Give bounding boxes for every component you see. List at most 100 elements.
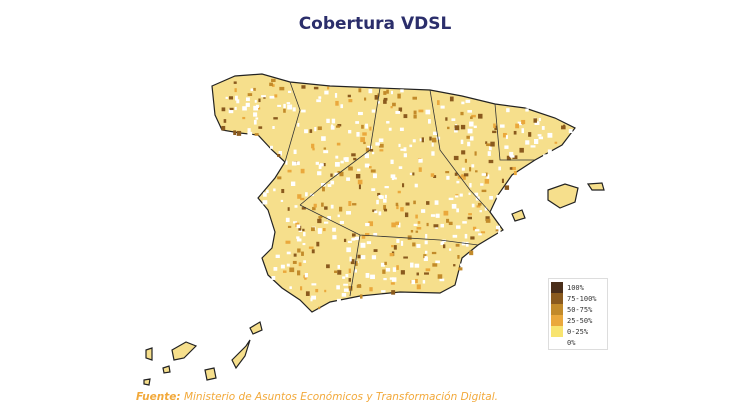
municipality-cell: [317, 230, 322, 234]
municipality-cell: [390, 174, 396, 178]
municipality-cell: [386, 121, 390, 124]
municipality-cell: [416, 284, 421, 290]
municipality-cell: [305, 291, 310, 296]
municipality-cell: [430, 214, 436, 217]
municipality-cell: [331, 118, 336, 124]
municipality-cell: [467, 216, 472, 220]
municipality-cell: [537, 134, 542, 137]
municipality-cell: [426, 201, 430, 205]
municipality-cell: [314, 127, 317, 132]
municipality-cell: [500, 124, 505, 128]
legend-label: 100%: [567, 283, 584, 292]
municipality-cell: [345, 273, 349, 278]
municipality-cell: [296, 161, 300, 166]
municipality-cell: [446, 175, 450, 180]
municipality-cell: [282, 270, 287, 273]
municipality-cell: [424, 272, 429, 275]
municipality-cell: [351, 238, 356, 241]
municipality-cell: [277, 153, 281, 157]
municipality-cell: [223, 119, 227, 123]
legend-item: 25-50%: [551, 315, 605, 326]
municipality-cell: [453, 155, 459, 161]
municipality-cell: [416, 244, 421, 248]
municipality-cell: [385, 267, 391, 272]
municipality-cell: [365, 123, 369, 129]
municipality-cell: [337, 270, 342, 275]
municipality-cell: [413, 223, 418, 227]
municipality-cell: [301, 251, 304, 256]
municipality-cell: [279, 86, 285, 91]
municipality-cell: [442, 244, 446, 249]
municipality-cell: [445, 117, 448, 121]
legend-swatch: [551, 293, 563, 304]
municipality-cell: [311, 249, 315, 254]
municipality-cell: [302, 242, 306, 246]
municipality-cell: [391, 277, 397, 282]
municipality-cell: [395, 202, 399, 207]
municipality-cell: [371, 255, 377, 260]
municipality-cell: [274, 94, 278, 98]
municipality-cell: [425, 250, 428, 254]
municipality-cell: [461, 150, 466, 155]
municipality-cell: [317, 126, 322, 131]
municipality-cell: [391, 245, 394, 248]
municipality-cell: [510, 155, 515, 158]
municipality-cell: [357, 179, 363, 185]
municipality-cell: [297, 122, 300, 127]
municipality-cell: [467, 110, 472, 113]
municipality-cell: [369, 148, 374, 152]
municipality-cell: [561, 125, 566, 130]
municipality-cell: [383, 99, 387, 104]
municipality-cell: [440, 241, 445, 245]
municipality-cell: [266, 189, 269, 194]
municipality-cell: [471, 203, 475, 208]
municipality-cell: [400, 89, 404, 93]
municipality-cell: [318, 216, 323, 219]
municipality-cell: [324, 221, 329, 224]
municipality-cell: [330, 125, 335, 130]
municipality-cell: [321, 202, 324, 207]
legend-item: 100%: [551, 282, 605, 293]
municipality-cell: [467, 141, 471, 147]
municipality-cell: [294, 205, 298, 208]
municipality-cell: [504, 145, 509, 149]
municipality-cell: [273, 117, 278, 120]
municipality-cell: [365, 222, 370, 227]
municipality-cell: [321, 136, 326, 141]
la-gomera: [162, 365, 171, 374]
municipality-cell: [415, 278, 418, 284]
municipality-cell: [247, 128, 251, 133]
municipality-cell: [321, 183, 326, 187]
municipality-cell: [383, 198, 387, 203]
municipality-cell: [360, 242, 366, 248]
municipality-cell: [434, 200, 439, 205]
municipality-cell: [234, 88, 237, 93]
municipality-cell: [293, 221, 298, 224]
municipality-cell: [354, 261, 358, 266]
municipality-cell: [413, 114, 417, 119]
municipality-cell: [384, 194, 387, 199]
municipality-cell: [358, 88, 362, 93]
municipality-cell: [418, 167, 422, 172]
municipality-cell: [337, 214, 340, 218]
municipality-cell: [311, 227, 315, 232]
municipality-cell: [261, 95, 266, 98]
municipality-cell: [388, 127, 392, 131]
municipality-cell: [509, 167, 513, 170]
municipality-cell: [308, 246, 314, 249]
municipality-cell: [392, 102, 396, 107]
municipality-cell: [411, 279, 416, 285]
municipality-cell: [383, 208, 388, 212]
municipality-cell: [354, 236, 360, 241]
municipality-cell: [456, 180, 460, 184]
municipality-cell: [415, 214, 418, 219]
municipality-cell: [382, 269, 386, 274]
municipality-cell: [446, 218, 450, 223]
municipality-cell: [318, 96, 322, 99]
municipality-cell: [466, 135, 471, 139]
municipality-cell: [460, 139, 464, 145]
municipality-cell: [298, 225, 302, 231]
municipality-cell: [494, 125, 498, 131]
municipality-cell: [425, 109, 431, 115]
municipality-cell: [538, 136, 544, 140]
